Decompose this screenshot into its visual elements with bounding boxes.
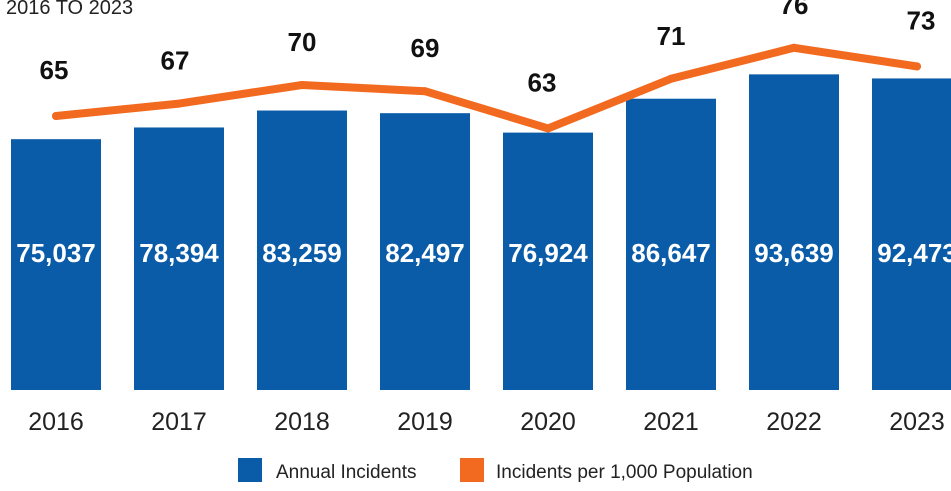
line-value-label-2022: 76 bbox=[780, 0, 809, 20]
legend-swatch-incidents-per-1000 bbox=[460, 458, 484, 482]
line-point-2018 bbox=[298, 81, 306, 89]
bar-2018 bbox=[257, 110, 347, 391]
line-value-label-2021: 71 bbox=[657, 21, 686, 51]
line-point-2022 bbox=[790, 43, 798, 52]
bar-value-label-2017: 78,394 bbox=[139, 238, 219, 268]
x-tick-label-2016: 2016 bbox=[28, 408, 84, 436]
line-value-label-2023: 73 bbox=[907, 5, 936, 35]
bar-2016 bbox=[11, 139, 101, 390]
line-value-label-2019: 69 bbox=[411, 33, 440, 63]
line-point-2021 bbox=[667, 74, 675, 83]
line-point-2023 bbox=[913, 62, 921, 71]
x-tick-label-2019: 2019 bbox=[397, 408, 453, 436]
x-tick-label-2017: 2017 bbox=[151, 408, 207, 436]
line-value-label-2020: 63 bbox=[528, 67, 557, 97]
line-value-label-2017: 67 bbox=[161, 46, 190, 76]
line-point-2020 bbox=[544, 124, 552, 133]
bar-2021 bbox=[626, 98, 716, 390]
bar-value-label-2021: 86,647 bbox=[631, 238, 711, 268]
line-value-label-2016: 65 bbox=[40, 55, 69, 85]
bar-value-label-2019: 82,497 bbox=[385, 238, 465, 268]
legend-label-incidents-per-1000: Incidents per 1,000 Population bbox=[496, 462, 753, 483]
line-point-2019 bbox=[421, 87, 429, 96]
x-tick-label-2023: 2023 bbox=[889, 408, 945, 436]
x-tick-label-2021: 2021 bbox=[643, 408, 699, 436]
bar-2019 bbox=[380, 113, 470, 390]
bar-series-annual-incidents bbox=[11, 74, 951, 391]
x-tick-label-2022: 2022 bbox=[766, 408, 822, 436]
line-series-incidents-per-1000 bbox=[52, 43, 921, 133]
line-value-labels: 65 67 70 69 63 71 76 73 bbox=[40, 0, 936, 97]
bar-value-label-2022: 93,639 bbox=[754, 238, 834, 268]
legend-label-annual-incidents: Annual Incidents bbox=[276, 462, 417, 483]
line-value-label-2018: 70 bbox=[288, 27, 317, 57]
x-axis-tick-labels: 2016 2017 2018 2019 2020 2021 2022 2023 bbox=[28, 408, 945, 436]
bar-value-label-2020: 76,924 bbox=[508, 238, 588, 268]
bar-2023 bbox=[872, 78, 951, 390]
x-tick-label-2018: 2018 bbox=[274, 408, 330, 436]
legend: Annual Incidents Incidents per 1,000 Pop… bbox=[238, 458, 753, 483]
chart-subtitle: 2016 TO 2023 bbox=[6, 0, 133, 19]
line-point-2016 bbox=[52, 112, 60, 120]
bar-2017 bbox=[134, 127, 224, 390]
line-path bbox=[52, 43, 921, 133]
bar-value-label-2016: 75,037 bbox=[16, 238, 96, 268]
bar-value-label-2018: 83,259 bbox=[262, 238, 342, 268]
bar-2020 bbox=[503, 132, 593, 390]
bar-value-label-2023: 92,473 bbox=[877, 238, 951, 268]
legend-swatch-annual-incidents bbox=[238, 458, 262, 482]
bar-2022 bbox=[749, 74, 839, 390]
line-point-2017 bbox=[175, 99, 183, 108]
bar-value-labels: 75,037 78,394 83,259 82,497 76,924 86,647 93,6… bbox=[16, 238, 951, 268]
x-tick-label-2020: 2020 bbox=[520, 408, 576, 436]
